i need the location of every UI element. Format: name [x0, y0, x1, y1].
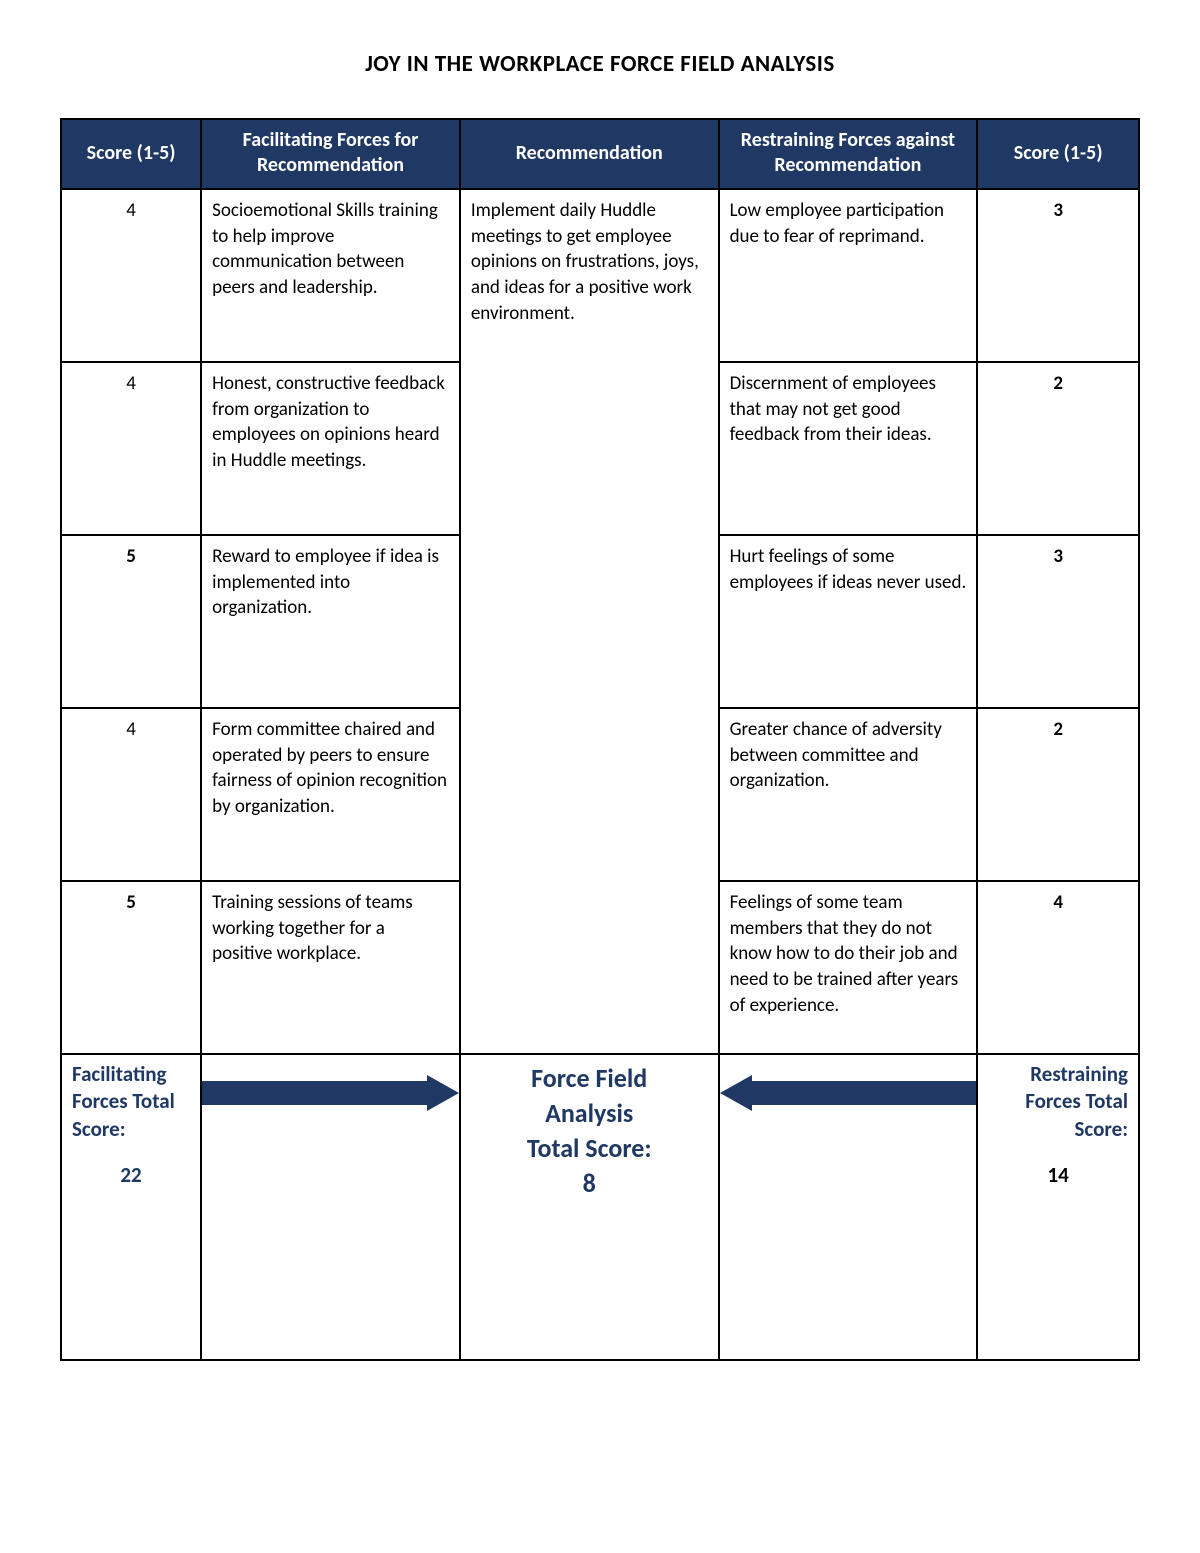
page-title: JOY IN THE WORKPLACE FORCE FIELD ANALYSI… — [60, 50, 1140, 78]
totals-center: Force Field Analysis Total Score: 8 — [460, 1054, 719, 1360]
cell-score-left: 4 — [61, 189, 201, 362]
table-row: 4 Socioemotional Skills training to help… — [61, 189, 1139, 362]
cell-score-right: 2 — [977, 362, 1139, 535]
cell-restraining: Hurt feelings of some employees if ideas… — [719, 535, 978, 708]
cell-score-left: 5 — [61, 881, 201, 1054]
col-score-left: Score (1-5) — [61, 119, 201, 189]
col-facilitating: Facilitating Forces for Recommendation — [201, 119, 460, 189]
cell-score-right: 3 — [977, 535, 1139, 708]
cell-facilitating: Socioemotional Skills training to help i… — [201, 189, 460, 362]
cell-restraining: Low employee participation due to fear o… — [719, 189, 978, 362]
cell-score-left: 4 — [61, 708, 201, 881]
totals-center-l3: Total Score: — [527, 1132, 652, 1164]
totals-right-value: 14 — [988, 1161, 1128, 1189]
totals-center-l2: Analysis — [545, 1097, 633, 1129]
col-score-right: Score (1-5) — [977, 119, 1139, 189]
col-restraining: Restraining Forces against Recommendatio… — [719, 119, 978, 189]
totals-left-value: 22 — [72, 1161, 190, 1189]
cell-facilitating: Reward to employee if idea is implemente… — [201, 535, 460, 708]
totals-center-l1: Force Field — [531, 1062, 647, 1094]
arrow-left-icon — [720, 1075, 977, 1111]
cell-score-right: 3 — [977, 189, 1139, 362]
totals-left-label: Facilitating Forces Total Score: — [72, 1061, 190, 1143]
col-recommendation: Recommendation — [460, 119, 719, 189]
cell-score-right: 2 — [977, 708, 1139, 881]
cell-score-left: 5 — [61, 535, 201, 708]
arrow-right-icon — [202, 1075, 459, 1111]
totals-row: Facilitating Forces Total Score: 22 Forc… — [61, 1054, 1139, 1360]
table-header-row: Score (1-5) Facilitating Forces for Reco… — [61, 119, 1139, 189]
cell-score-right: 4 — [977, 881, 1139, 1054]
cell-recommendation: Implement daily Huddle meetings to get e… — [460, 189, 719, 1054]
totals-right-label: Restraining Forces Total Score: — [988, 1061, 1128, 1143]
cell-restraining: Greater chance of adversity between comm… — [719, 708, 978, 881]
cell-facilitating: Honest, constructive feedback from organ… — [201, 362, 460, 535]
force-field-table: Score (1-5) Facilitating Forces for Reco… — [60, 118, 1140, 1361]
arrow-left-cell — [719, 1054, 978, 1360]
cell-facilitating: Form committee chaired and operated by p… — [201, 708, 460, 881]
cell-restraining: Feelings of some team members that they … — [719, 881, 978, 1054]
arrow-right-cell — [201, 1054, 460, 1360]
totals-right: Restraining Forces Total Score: 14 — [977, 1054, 1139, 1360]
cell-restraining: Discernment of employees that may not ge… — [719, 362, 978, 535]
totals-center-value: 8 — [583, 1167, 596, 1199]
totals-left: Facilitating Forces Total Score: 22 — [61, 1054, 201, 1360]
cell-facilitating: Training sessions of teams working toget… — [201, 881, 460, 1054]
cell-score-left: 4 — [61, 362, 201, 535]
